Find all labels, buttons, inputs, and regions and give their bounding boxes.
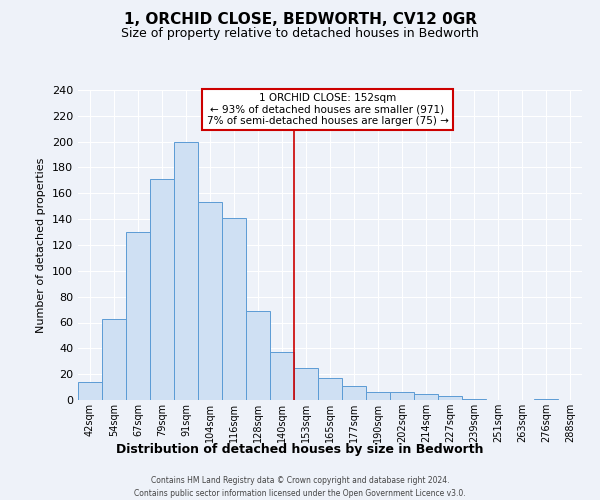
Bar <box>390 392 414 400</box>
Bar <box>462 398 486 400</box>
Bar <box>174 142 198 400</box>
Bar <box>270 352 294 400</box>
Bar <box>318 378 342 400</box>
Bar <box>366 392 390 400</box>
Bar <box>222 218 246 400</box>
Text: Size of property relative to detached houses in Bedworth: Size of property relative to detached ho… <box>121 28 479 40</box>
Bar <box>198 202 222 400</box>
Bar <box>414 394 438 400</box>
Bar <box>78 382 102 400</box>
Text: Contains HM Land Registry data © Crown copyright and database right 2024.: Contains HM Land Registry data © Crown c… <box>151 476 449 485</box>
Bar <box>438 396 462 400</box>
Y-axis label: Number of detached properties: Number of detached properties <box>37 158 46 332</box>
Text: Distribution of detached houses by size in Bedworth: Distribution of detached houses by size … <box>116 442 484 456</box>
Text: 1 ORCHID CLOSE: 152sqm
← 93% of detached houses are smaller (971)
7% of semi-det: 1 ORCHID CLOSE: 152sqm ← 93% of detached… <box>206 93 448 126</box>
Bar <box>246 311 270 400</box>
Bar <box>534 398 558 400</box>
Bar <box>102 318 126 400</box>
Text: Contains public sector information licensed under the Open Government Licence v3: Contains public sector information licen… <box>134 489 466 498</box>
Bar <box>342 386 366 400</box>
Bar <box>294 368 318 400</box>
Bar <box>126 232 150 400</box>
Text: 1, ORCHID CLOSE, BEDWORTH, CV12 0GR: 1, ORCHID CLOSE, BEDWORTH, CV12 0GR <box>124 12 476 28</box>
Bar <box>150 179 174 400</box>
